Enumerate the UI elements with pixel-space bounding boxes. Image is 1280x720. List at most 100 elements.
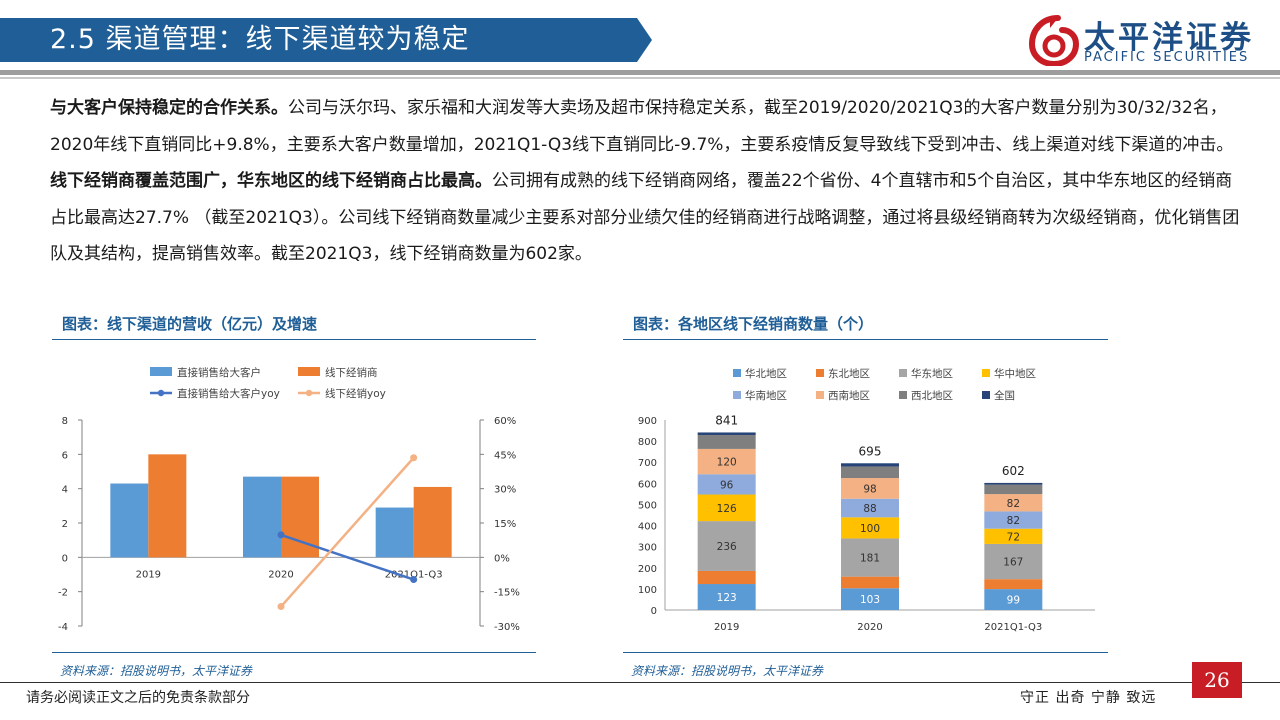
logo-english-name: PACIFIC SECURITIES: [1084, 50, 1250, 65]
y-tick-label-right: -30%: [494, 622, 520, 633]
stacked-segment: [984, 494, 1043, 512]
stacked-segment: [697, 521, 756, 571]
y-tick-label-left: -4: [58, 622, 68, 633]
y-tick-label-right: 0%: [494, 553, 510, 564]
bar: [375, 507, 414, 558]
segment-data-label: 120: [717, 457, 737, 469]
stacked-segment: [984, 511, 1043, 529]
footer-disclaimer: 请务必阅读正文之后的免责条款部分: [26, 690, 250, 706]
company-logo: 太平洋证券 PACIFIC SECURITIES: [1026, 10, 1276, 68]
legend-swatch: [899, 369, 907, 377]
segment-data-label: 96: [720, 479, 734, 491]
legend-swatch: [733, 369, 741, 377]
x-tick-label: 2020: [857, 622, 882, 633]
x-tick-label: 2019: [136, 569, 161, 580]
stacked-segment: [841, 478, 899, 499]
bar: [413, 486, 452, 558]
segment-data-label: 82: [1007, 515, 1020, 527]
segment-data-label: 236: [717, 541, 737, 553]
stacked-segment: [841, 538, 899, 577]
stacked-segment: [841, 498, 899, 518]
paragraph-1: 与大客户保持稳定的合作关系。公司与沃尔玛、家乐福和大润发等大卖场及超市保持稳定关…: [50, 90, 1240, 163]
yoy-line: [280, 456, 415, 608]
segment-data-label: 98: [863, 483, 876, 495]
stacked-segment: [984, 543, 1043, 580]
y-tick-label-left: 8: [62, 416, 68, 427]
stacked-segment: [697, 494, 756, 522]
y-tick-label: 700: [638, 458, 657, 469]
stacked-segment: [697, 570, 756, 585]
legend-label: 全国: [994, 389, 1015, 402]
yoy-point: [410, 576, 418, 584]
y-tick-label-left: -2: [58, 588, 68, 599]
yoy-point: [410, 454, 418, 462]
legend-swatch: [982, 391, 990, 399]
yoy-point: [277, 603, 285, 611]
stacked-segment: [984, 579, 1043, 590]
legend-swatch: [899, 391, 907, 399]
footer-divider: [0, 682, 1280, 683]
stacked-segment: [841, 463, 899, 467]
legend-swatch: [982, 369, 990, 377]
y-tick-label-left: 6: [62, 450, 68, 461]
total-data-label: 602: [1002, 464, 1025, 478]
header-divider: [0, 70, 1280, 75]
y-tick-label-right: 45%: [494, 450, 516, 461]
stacked-segment: [984, 484, 1043, 495]
x-tick-label: 2020: [268, 569, 293, 580]
legend-label: 直接销售给大客户yoy: [177, 387, 280, 400]
bar: [281, 476, 319, 558]
stacked-segment: [697, 432, 756, 435]
segment-data-label: 123: [717, 592, 737, 604]
right-chart-title-rule: [623, 339, 1108, 340]
page-title: 2.5 渠道管理：线下渠道较为稳定: [50, 24, 470, 55]
legend-swatch: [298, 367, 320, 376]
y-tick-label-right: 15%: [494, 519, 516, 530]
logo-chinese-name: 太平洋证券: [1084, 20, 1254, 56]
legend-label: 西北地区: [911, 389, 953, 402]
legend-label: 华中地区: [994, 367, 1036, 380]
paragraph-2-text: 公司拥有成熟的线下经销商网络，覆盖22个省份、4个直辖市和5个自治区，其中华东地…: [50, 171, 1240, 264]
y-tick-label-right: 30%: [494, 485, 516, 496]
y-tick-label-left: 4: [62, 485, 68, 496]
x-tick-label: 2021Q1-Q3: [984, 622, 1042, 633]
pacific-logo-icon: [1028, 15, 1080, 66]
legend-marker: [157, 389, 165, 397]
right-chart-title: 图表：各地区线下经销商数量（个）: [633, 315, 874, 333]
stacked-segment: [697, 448, 756, 475]
segment-data-label: 181: [860, 553, 880, 565]
yoy-point: [277, 531, 285, 539]
paragraph-2-lead: 线下经销商覆盖范围广，华东地区的线下经销商占比最高。: [50, 171, 492, 191]
segment-data-label: 72: [1007, 531, 1020, 543]
stacked-segment: [841, 576, 899, 589]
legend-label: 直接销售给大客户: [177, 366, 261, 379]
right-chart-source: 资料来源：招股说明书，太平洋证券: [631, 664, 824, 678]
y-tick-label: 300: [638, 543, 657, 554]
bar: [110, 483, 149, 558]
legend-label: 西南地区: [828, 389, 870, 402]
legend-swatch: [816, 369, 824, 377]
stacked-segment: [697, 584, 756, 610]
legend-label: 线下经销yoy: [325, 387, 386, 400]
y-tick-label-left: 0: [62, 553, 68, 564]
stacked-segment: [841, 466, 899, 479]
footer-motto: 守正 出奇 宁静 致远: [1020, 690, 1157, 706]
paragraph-1-text: 公司与沃尔玛、家乐福和大润发等大卖场及超市保持稳定关系，截至2019/2020/…: [50, 98, 1234, 155]
legend-label: 东北地区: [828, 367, 870, 380]
legend-swatch: [150, 367, 172, 376]
segment-data-label: 103: [860, 594, 880, 606]
y-tick-label: 400: [638, 522, 657, 533]
header-banner: 2.5 渠道管理：线下渠道较为稳定: [0, 18, 652, 62]
legend-swatch: [733, 391, 741, 399]
legend-marker: [305, 389, 313, 397]
segment-data-label: 82: [1007, 498, 1020, 510]
y-tick-label: 600: [638, 479, 657, 490]
legend-label: 华东地区: [911, 367, 953, 380]
stacked-segment: [697, 434, 756, 449]
y-tick-label: 500: [638, 500, 657, 511]
y-tick-label-right: 60%: [494, 416, 516, 427]
header-divider-thin: [0, 77, 1280, 79]
page-number: 26: [1192, 662, 1242, 698]
paragraph-2: 线下经销商覆盖范围广，华东地区的线下经销商占比最高。公司拥有成熟的线下经销商网络…: [50, 163, 1240, 273]
